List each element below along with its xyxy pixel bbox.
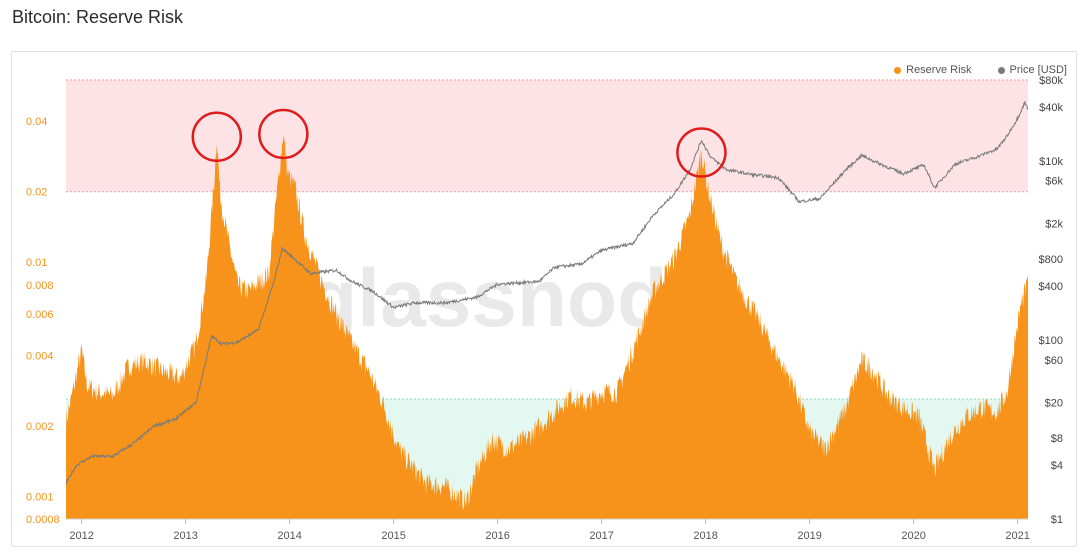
legend-price[interactable]: Price [USD] bbox=[997, 64, 1067, 76]
y-right-tick-label: $20 bbox=[1045, 398, 1063, 410]
y-right-tick-label: $10k bbox=[1039, 156, 1063, 168]
x-tick-label: 2019 bbox=[797, 530, 821, 542]
y-left-tick-label: 0.004 bbox=[26, 350, 54, 362]
reserve-risk-area bbox=[66, 135, 1028, 519]
y-left-tick-label: 0.0008 bbox=[26, 514, 60, 526]
y-right-tick-label: $40k bbox=[1039, 102, 1063, 114]
y-right-tick-label: $1 bbox=[1051, 514, 1063, 526]
legend-reserve-label: Reserve Risk bbox=[906, 64, 972, 76]
peak-circle-2 bbox=[258, 108, 309, 160]
y-left-tick-label: 0.02 bbox=[26, 187, 47, 199]
x-tick-label: 2013 bbox=[173, 530, 197, 542]
y-right-tick-label: $4 bbox=[1051, 460, 1063, 472]
y-right-tick-label: $60 bbox=[1045, 355, 1063, 367]
y-left-tick-label: 0.002 bbox=[26, 421, 54, 433]
y-right-tick-label: $800 bbox=[1039, 254, 1063, 266]
legend-price-label: Price [USD] bbox=[1009, 64, 1067, 76]
x-tick-label: 2014 bbox=[277, 530, 301, 542]
x-tick-label: 2016 bbox=[485, 530, 509, 542]
y-right-tick-label: $80k bbox=[1039, 75, 1063, 87]
y-right-tick-label: $2k bbox=[1045, 218, 1063, 230]
price-line bbox=[65, 101, 1029, 485]
y-left-tick-label: 0.04 bbox=[26, 116, 47, 128]
page-title: Bitcoin: Reserve Risk bbox=[12, 7, 184, 27]
x-tick-label: 2018 bbox=[693, 530, 717, 542]
y-right-tick-label: $8 bbox=[1051, 433, 1063, 445]
peak-circle-1 bbox=[191, 111, 243, 163]
y-left-tick-label: 0.006 bbox=[26, 309, 54, 321]
y-right-tick-label: $400 bbox=[1039, 281, 1063, 293]
y-left-tick-label: 0.01 bbox=[26, 257, 47, 269]
y-left-tick-label: 0.001 bbox=[26, 491, 54, 503]
red-zone bbox=[66, 80, 1028, 192]
legend-reserve-risk[interactable]: Reserve Risk bbox=[894, 64, 972, 76]
peak-circle-3 bbox=[676, 127, 727, 178]
y-left-tick-label: 0.008 bbox=[26, 280, 54, 292]
x-tick-label: 2020 bbox=[901, 530, 925, 542]
y-right-tick-label: $6k bbox=[1045, 176, 1063, 188]
chart-card bbox=[11, 51, 1077, 547]
x-tick-label: 2021 bbox=[1005, 530, 1029, 542]
y-right-tick-label: $100 bbox=[1039, 335, 1063, 347]
legend-price-dot bbox=[997, 66, 1005, 74]
x-tick-label: 2015 bbox=[381, 530, 405, 542]
chart-legend: Reserve Risk Price [USD] bbox=[894, 64, 1067, 76]
x-tick-label: 2012 bbox=[69, 530, 93, 542]
legend-reserve-dot bbox=[894, 66, 902, 74]
x-tick-label: 2017 bbox=[589, 530, 613, 542]
